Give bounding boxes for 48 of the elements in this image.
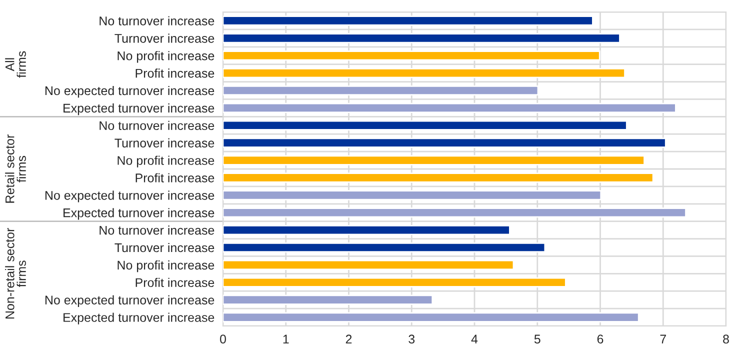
bar (223, 68, 626, 78)
y-tick-label: Profit increase (136, 68, 214, 78)
x-tick-label: 5 (534, 334, 540, 344)
y-tick-label: Turnover increase (114, 34, 214, 43)
bar (223, 50, 600, 61)
y-tick-label: No expected turnover increase (45, 190, 214, 202)
y-tick-label: No turnover increase (100, 120, 214, 130)
bar (223, 277, 566, 288)
x-tick-label: 3 (408, 334, 415, 344)
x-tick-label: 6 (597, 334, 604, 344)
text: Retail sector firms (5, 134, 26, 203)
bar (223, 102, 676, 113)
y-tick-label: No profit increase (118, 156, 214, 168)
bar (223, 190, 602, 200)
x-tick-label: 7 (660, 334, 666, 344)
bar (223, 294, 434, 305)
bar (223, 172, 654, 183)
bar (223, 33, 620, 44)
x-tick-label: 4 (471, 334, 478, 344)
y-tick-label: Expected turnover increase (64, 103, 214, 116)
x-tick-label: 0 (220, 334, 226, 344)
bar (223, 138, 666, 148)
y-tick-label: Turnover increase (114, 242, 214, 252)
y-tick-label: Profit increase (136, 173, 214, 182)
y-tick-label: Expected turnover increase (64, 312, 214, 324)
bar (223, 225, 510, 236)
bar (223, 312, 640, 322)
x-tick-label: 1 (283, 334, 289, 344)
bar (223, 155, 645, 166)
bar (223, 85, 539, 96)
y-tick-label: Expected turnover increase (64, 208, 214, 220)
text: Non-retail sector firms (5, 228, 26, 318)
y-tick-label: No turnover increase (100, 226, 214, 235)
y-tick-label: Profit increase (136, 278, 214, 288)
bar (223, 208, 686, 218)
y-tick-label: No expected turnover increase (45, 295, 214, 307)
y-tick-label: No turnover increase (100, 16, 214, 26)
y-tick-label: No profit increase (118, 51, 214, 63)
bar (223, 16, 594, 26)
x-tick-label: 8 (723, 334, 729, 344)
x-tick-label: 2 (346, 334, 352, 344)
bar (223, 260, 514, 270)
y-tick-label: Turnover increase (114, 138, 214, 148)
y-tick-label: No profit increase (118, 260, 214, 272)
bar (223, 242, 546, 253)
text: All firms (5, 51, 26, 78)
y-tick-label: No expected turnover increase (45, 86, 214, 98)
bar (223, 120, 628, 130)
